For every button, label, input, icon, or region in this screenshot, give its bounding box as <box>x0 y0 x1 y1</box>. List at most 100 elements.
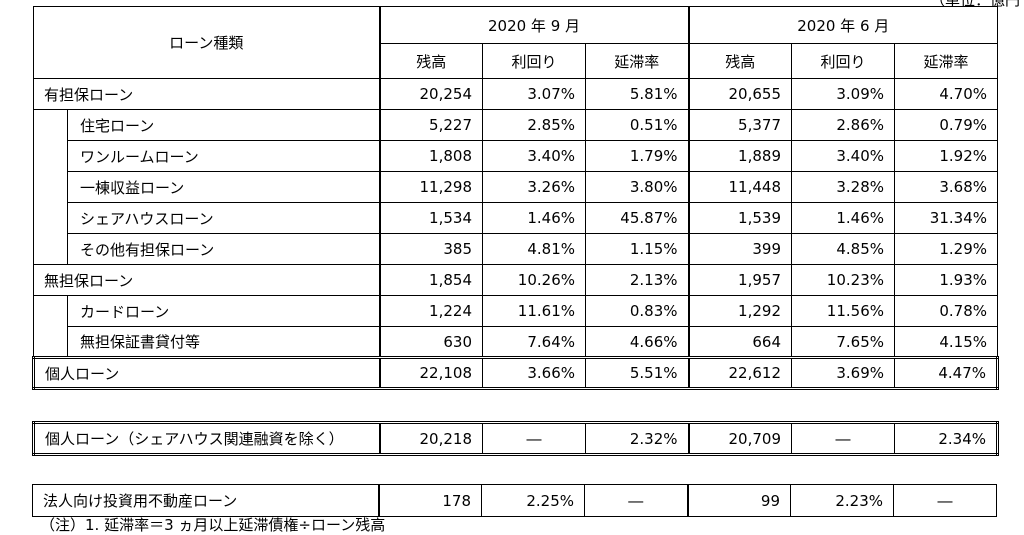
indent-cell <box>33 233 68 265</box>
header-row-cols: 残高 利回り 延滞率 残高 利回り 延滞率 <box>34 43 998 79</box>
cell: 3.26% <box>482 171 586 203</box>
cell: 2.25% <box>481 484 585 517</box>
cell: 1.46% <box>482 202 586 234</box>
cell: 1,292 <box>687 295 792 327</box>
row-label: 一棟収益ローン <box>67 171 380 203</box>
footnote: （注）1. 延滞率＝3 ヵ月以上延滞債権÷ローン残高 <box>40 516 386 534</box>
cell: 7.65% <box>791 326 895 358</box>
header-row-periods: ローン種類 2020 年 9 月 2020 年 6 月 <box>33 6 998 79</box>
table-row: 住宅ローン 5,227 2.85% 0.51% 5,377 2.86% 0.79… <box>33 109 998 141</box>
table-row: カードローン 1,224 11.61% 0.83% 1,292 11.56% 0… <box>33 295 998 327</box>
indent-cell <box>33 109 68 141</box>
cell: 385 <box>378 233 483 265</box>
cell: 3.07% <box>482 78 586 110</box>
cell: 1,539 <box>687 202 792 234</box>
cell: 1,534 <box>378 202 483 234</box>
table-row: ワンルームローン 1,808 3.40% 1.79% 1,889 3.40% 1… <box>33 140 998 172</box>
cell: 1,224 <box>378 295 483 327</box>
cell: 45.87% <box>585 202 689 234</box>
loan-table-excluding-sharehouse: 個人ローン（シェアハウス関連融資を除く） 20,218 ― 2.32% 20,7… <box>32 421 999 456</box>
cell: ― <box>584 484 688 517</box>
cell: 20,254 <box>378 78 483 110</box>
cell: 2.13% <box>585 264 689 296</box>
cell: 399 <box>687 233 792 265</box>
cell: 1.79% <box>585 140 689 172</box>
cell: 1,889 <box>687 140 792 172</box>
cell: ― <box>791 421 895 456</box>
cell: 20,709 <box>687 421 792 456</box>
cell: 3.40% <box>482 140 586 172</box>
table-row: 有担保ローン 20,254 3.07% 5.81% 20,655 3.09% 4… <box>33 78 998 110</box>
unit-note: （単位：億円） <box>930 0 1020 9</box>
col-header: 延滞率 <box>894 43 998 79</box>
row-label: 法人向け投資用不動産ローン <box>32 484 379 517</box>
cell: 5.51% <box>585 356 689 390</box>
cell: 7.64% <box>482 326 586 358</box>
cell: 3.69% <box>791 356 895 390</box>
cell: 1.92% <box>894 140 998 172</box>
row-label: その他有担保ローン <box>67 233 380 265</box>
cell: 31.34% <box>894 202 998 234</box>
table-row: その他有担保ローン 385 4.81% 1.15% 399 4.85% 1.29… <box>33 233 998 265</box>
cell: 630 <box>378 326 483 358</box>
cell: 3.09% <box>791 78 895 110</box>
cell: 4.70% <box>894 78 998 110</box>
cell: 2.86% <box>791 109 895 141</box>
cell: 3.66% <box>482 356 586 390</box>
cell: 5,227 <box>378 109 483 141</box>
cell: 0.79% <box>894 109 998 141</box>
cell: 99 <box>686 484 791 517</box>
cell: 664 <box>687 326 792 358</box>
indent-cell <box>33 202 68 234</box>
loan-type-header: ローン種類 <box>33 6 380 79</box>
indent-cell <box>33 295 68 327</box>
row-label: カードローン <box>67 295 380 327</box>
col-header: 利回り <box>791 43 895 79</box>
cell: 4.66% <box>585 326 689 358</box>
cell: 1.93% <box>894 264 998 296</box>
loan-table: ローン種類 2020 年 9 月 2020 年 6 月 残高 利回り 延滞率 残… <box>32 6 999 390</box>
cell: 22,108 <box>378 356 483 390</box>
cell: 11.61% <box>482 295 586 327</box>
cell: 1,854 <box>378 264 483 296</box>
row-label: 有担保ローン <box>33 78 380 110</box>
row-label: 無担保ローン <box>33 264 380 296</box>
cell: 10.23% <box>791 264 895 296</box>
cell: 1.15% <box>585 233 689 265</box>
cell: 5,377 <box>687 109 792 141</box>
cell: 0.51% <box>585 109 689 141</box>
cell: 20,655 <box>687 78 792 110</box>
cell: 1,808 <box>378 140 483 172</box>
cell: 2.85% <box>482 109 586 141</box>
col-header: 残高 <box>378 43 483 79</box>
col-header: 延滞率 <box>585 43 689 79</box>
cell: 20,218 <box>378 421 483 456</box>
indent-cell <box>33 326 68 358</box>
row-label: シェアハウスローン <box>67 202 380 234</box>
total-row: 個人ローン 22,108 3.66% 5.51% 22,612 3.69% 4.… <box>32 356 999 390</box>
col-header: 残高 <box>687 43 792 79</box>
table-row: 一棟収益ローン 11,298 3.26% 3.80% 11,448 3.28% … <box>33 171 998 203</box>
cell: 0.83% <box>585 295 689 327</box>
row-label: 個人ローン <box>32 356 380 390</box>
cell: 4.47% <box>894 356 999 390</box>
col-header: 利回り <box>482 43 586 79</box>
cell: 1.29% <box>894 233 998 265</box>
cell: 178 <box>377 484 482 517</box>
period-header: 2020 年 6 月 <box>687 6 998 44</box>
table-row: 個人ローン（シェアハウス関連融資を除く） 20,218 ― 2.32% 20,7… <box>32 421 999 456</box>
cell: ― <box>893 484 997 517</box>
indent-cell <box>33 171 68 203</box>
indent-cell <box>33 140 68 172</box>
row-label: 無担保証書貸付等 <box>67 326 380 358</box>
cell: 3.80% <box>585 171 689 203</box>
row-label: ワンルームローン <box>67 140 380 172</box>
cell: 5.81% <box>585 78 689 110</box>
cell: 2.32% <box>585 421 689 456</box>
table-row: 法人向け投資用不動産ローン 178 2.25% ― 99 2.23% ― <box>32 484 997 517</box>
row-label: 個人ローン（シェアハウス関連融資を除く） <box>32 421 380 456</box>
table-row: 無担保証書貸付等 630 7.64% 4.66% 664 7.65% 4.15% <box>33 326 998 358</box>
table-row: シェアハウスローン 1,534 1.46% 45.87% 1,539 1.46%… <box>33 202 998 234</box>
cell: 0.78% <box>894 295 998 327</box>
row-label: 住宅ローン <box>67 109 380 141</box>
